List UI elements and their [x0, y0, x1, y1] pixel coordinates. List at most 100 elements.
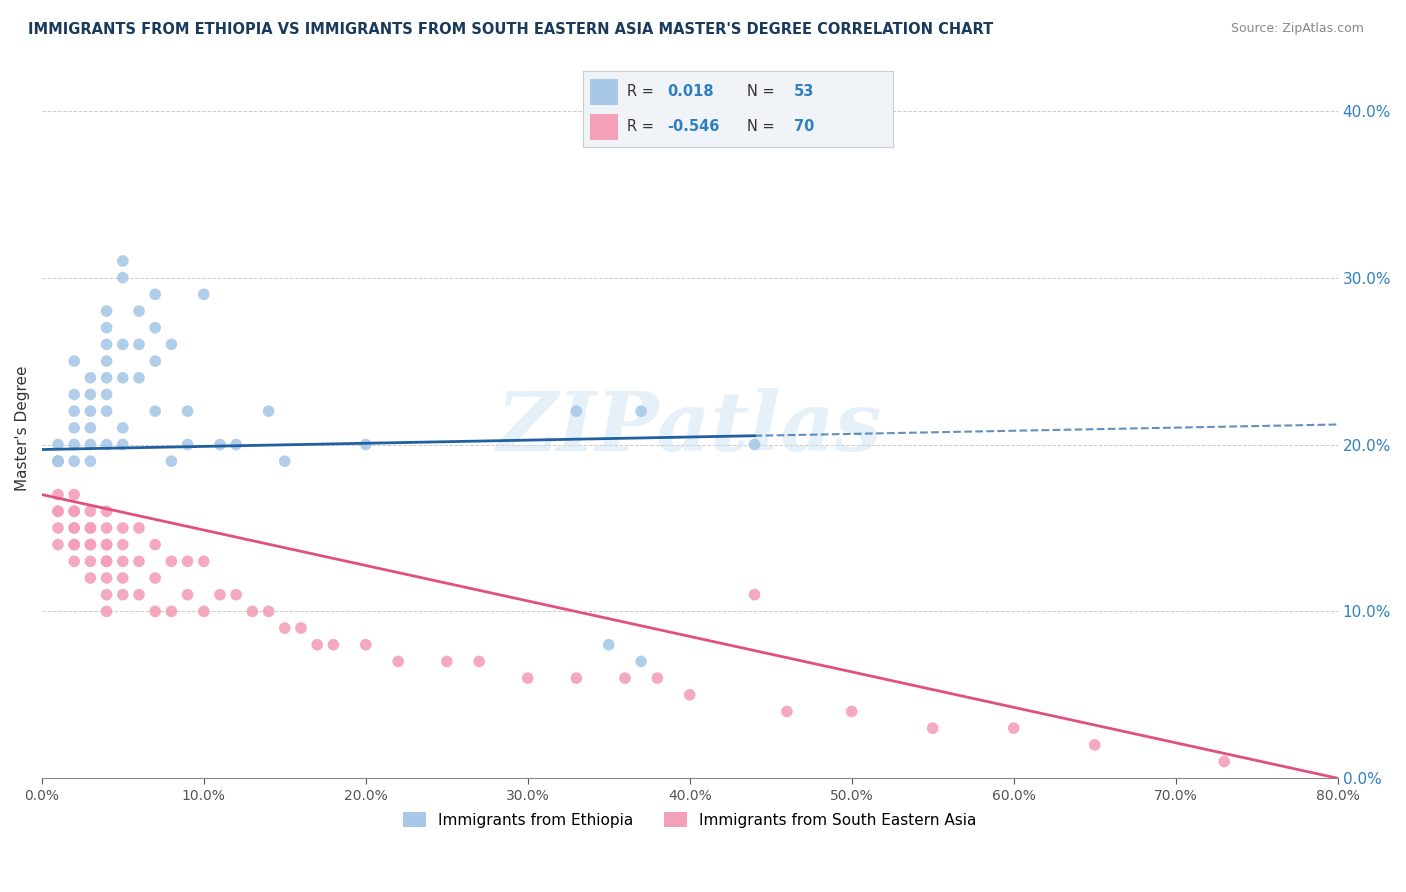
Point — [160, 554, 183, 568]
Point — [111, 421, 134, 435]
Text: 53: 53 — [794, 85, 814, 99]
Point — [128, 337, 150, 351]
Point — [63, 454, 86, 468]
Point — [63, 487, 86, 501]
Point — [96, 538, 118, 552]
Point — [79, 538, 101, 552]
Point — [744, 437, 766, 451]
Point — [96, 437, 118, 451]
Point — [1084, 738, 1107, 752]
Point — [63, 538, 86, 552]
Point — [111, 270, 134, 285]
Point — [63, 354, 86, 368]
Point — [46, 487, 69, 501]
Point — [79, 437, 101, 451]
Point — [79, 504, 101, 518]
Point — [79, 521, 101, 535]
Point — [96, 588, 118, 602]
Point — [96, 554, 118, 568]
Point — [96, 320, 118, 334]
Text: Source: ZipAtlas.com: Source: ZipAtlas.com — [1230, 22, 1364, 36]
Point — [176, 437, 198, 451]
Text: ZIPatlas: ZIPatlas — [496, 388, 883, 467]
Point — [79, 371, 101, 385]
Point — [63, 387, 86, 401]
Point — [63, 421, 86, 435]
Point — [111, 588, 134, 602]
Point — [111, 371, 134, 385]
Point — [79, 421, 101, 435]
Point — [257, 404, 280, 418]
Point — [176, 404, 198, 418]
Point — [46, 504, 69, 518]
Text: R =: R = — [627, 85, 658, 99]
Point — [63, 554, 86, 568]
Point — [143, 538, 166, 552]
Text: 0.018: 0.018 — [666, 85, 714, 99]
Point — [96, 571, 118, 585]
Point — [143, 320, 166, 334]
Point — [598, 638, 620, 652]
Point — [128, 521, 150, 535]
Point — [63, 521, 86, 535]
Point — [79, 404, 101, 418]
Point — [79, 387, 101, 401]
Point — [96, 371, 118, 385]
Point — [128, 554, 150, 568]
Point — [46, 437, 69, 451]
Text: N =: N = — [748, 120, 780, 134]
Text: N =: N = — [748, 85, 780, 99]
Point — [79, 454, 101, 468]
Point — [274, 454, 297, 468]
Point — [63, 538, 86, 552]
Point — [193, 554, 215, 568]
Point — [193, 287, 215, 301]
Y-axis label: Master's Degree: Master's Degree — [15, 365, 30, 491]
Point — [46, 454, 69, 468]
Point — [143, 404, 166, 418]
Point — [565, 404, 588, 418]
Point — [208, 437, 231, 451]
Point — [111, 521, 134, 535]
Point — [290, 621, 312, 635]
Point — [46, 454, 69, 468]
Point — [160, 454, 183, 468]
Point — [1002, 721, 1025, 735]
Point — [96, 604, 118, 618]
Point — [776, 705, 799, 719]
Point — [79, 554, 101, 568]
Point — [111, 571, 134, 585]
Text: -0.546: -0.546 — [666, 120, 720, 134]
Text: IMMIGRANTS FROM ETHIOPIA VS IMMIGRANTS FROM SOUTH EASTERN ASIA MASTER'S DEGREE C: IMMIGRANTS FROM ETHIOPIA VS IMMIGRANTS F… — [28, 22, 994, 37]
Point — [128, 304, 150, 318]
Point — [63, 521, 86, 535]
Point — [225, 437, 247, 451]
Point — [128, 588, 150, 602]
Point — [46, 504, 69, 518]
Point — [111, 538, 134, 552]
Point — [63, 504, 86, 518]
Point — [46, 454, 69, 468]
Point — [193, 604, 215, 618]
Point — [160, 604, 183, 618]
Bar — [589, 114, 617, 140]
Point — [111, 554, 134, 568]
Point — [307, 638, 329, 652]
Point — [96, 554, 118, 568]
Point — [208, 588, 231, 602]
Point — [257, 604, 280, 618]
Point — [96, 404, 118, 418]
Point — [565, 671, 588, 685]
Point — [111, 337, 134, 351]
Point — [79, 521, 101, 535]
Point — [468, 655, 491, 669]
Point — [143, 604, 166, 618]
Point — [921, 721, 943, 735]
Point — [744, 588, 766, 602]
Point — [225, 588, 247, 602]
Point — [176, 588, 198, 602]
Point — [143, 571, 166, 585]
Point — [111, 437, 134, 451]
Point — [630, 655, 652, 669]
Point — [516, 671, 538, 685]
